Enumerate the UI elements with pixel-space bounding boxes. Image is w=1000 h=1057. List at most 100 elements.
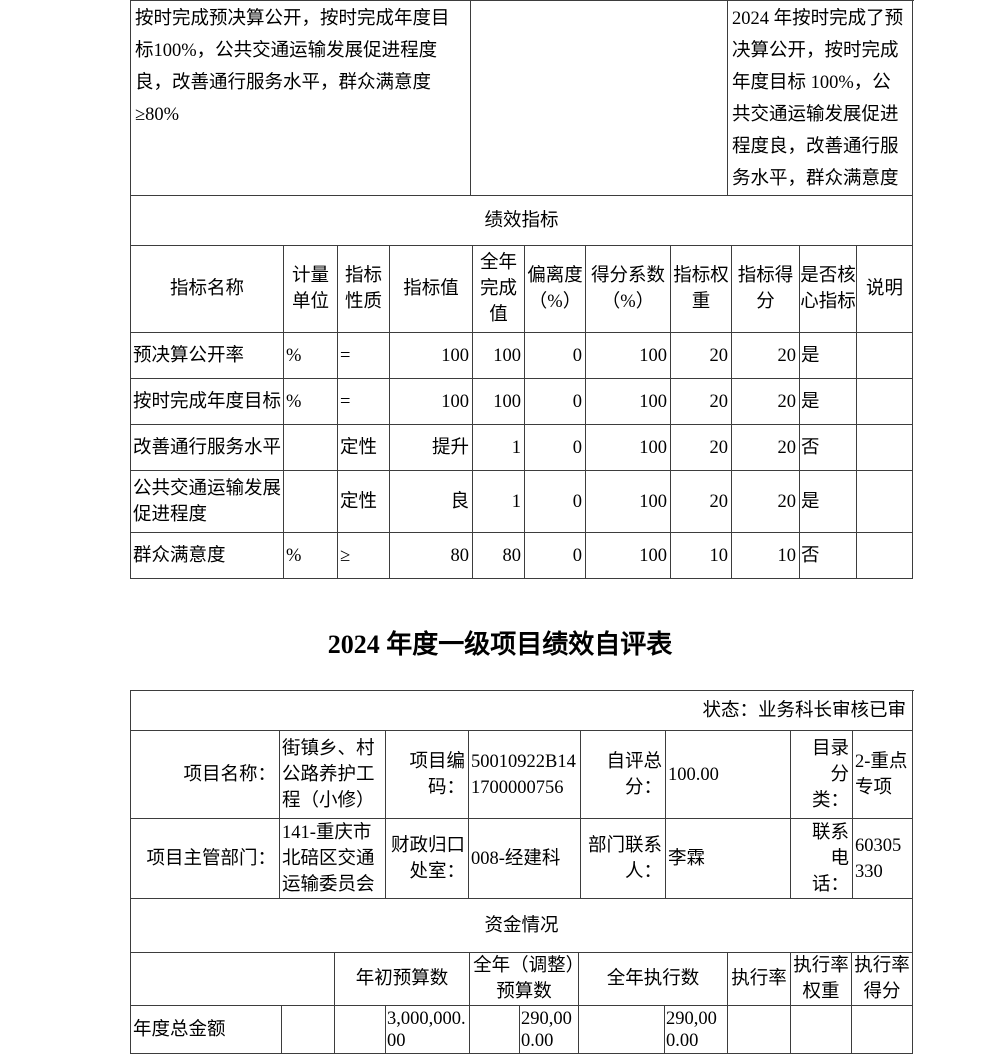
indicator-row: 按时完成年度目标 % = 100 100 0 100 20 20 是 xyxy=(131,379,914,425)
col-header-initial-budget: 年初预算数 xyxy=(335,953,470,1006)
indicator-done: 1 xyxy=(473,471,525,533)
col-header-adjusted-budget: 全年（调整）预算数 xyxy=(470,953,579,1006)
indicator-name: 公共交通运输发展促进程度 xyxy=(131,471,284,533)
catalog-label: 目录分类： xyxy=(791,731,853,819)
indicator-name: 改善通行服务水平 xyxy=(131,425,284,471)
indicator-nature: = xyxy=(338,333,390,379)
perf-section-header: 绩效指标 xyxy=(131,196,913,246)
indicator-weight: 20 xyxy=(671,471,732,533)
indicator-nature: ≥ xyxy=(338,533,390,579)
indicator-core: 是 xyxy=(800,379,857,425)
finance-office-value: 008-经建科 xyxy=(469,819,581,899)
indicator-score: 20 xyxy=(732,333,800,379)
indicator-note xyxy=(857,333,913,379)
self-evaluation-table: 状态：业务科长审核已审 项目名称： 街镇乡、村公路养护工程（小修） 项目编码： … xyxy=(130,690,914,1054)
indicator-score: 20 xyxy=(732,379,800,425)
col-header-indicator-name: 指标名称 xyxy=(131,246,284,333)
perf-header-row: 指标名称 计量单位 指标性质 指标值 全年完成值 偏离度（%） 得分系数（%） … xyxy=(131,246,914,333)
finance-office-label: 财政归口处室： xyxy=(386,819,469,899)
empty-cell xyxy=(852,1006,913,1054)
dept-label: 项目主管部门： xyxy=(131,819,280,899)
indicator-deviation: 0 xyxy=(525,471,586,533)
indicator-weight: 20 xyxy=(671,425,732,471)
indicator-weight: 20 xyxy=(671,333,732,379)
col-header-core: 是否核心指标 xyxy=(800,246,857,333)
contact-value: 李霖 xyxy=(666,819,791,899)
indicator-core: 是 xyxy=(800,333,857,379)
col-header-executed: 全年执行数 xyxy=(579,953,728,1006)
indicator-row: 预决算公开率 % = 100 100 0 100 20 20 是 xyxy=(131,333,914,379)
indicator-target: 提升 xyxy=(390,425,473,471)
col-header-execution-rate: 执行率 xyxy=(728,953,791,1006)
adjusted-budget-value: 290,000.00 xyxy=(520,1006,579,1054)
project-code-label: 项目编码： xyxy=(386,731,469,819)
executed-value: 290,000.00 xyxy=(665,1006,728,1054)
project-row-2: 项目主管部门： 141-重庆市北碚区交通运输委员会 财政归口处室： 008-经建… xyxy=(131,819,914,899)
indicator-note xyxy=(857,379,913,425)
contact-label: 部门联系人： xyxy=(581,819,666,899)
indicator-nature: = xyxy=(338,379,390,425)
col-header-score-coef: 得分系数（%） xyxy=(586,246,671,333)
empty-cell xyxy=(579,1006,665,1054)
initial-budget-value: 3,000,000.00 xyxy=(386,1006,470,1054)
annual-completion-text-cell: 2024 年按时完成了预决算公开，按时完成年度目标 100%，公共交通运输发展促… xyxy=(728,1,913,196)
indicator-unit xyxy=(284,471,338,533)
indicator-nature: 定性 xyxy=(338,425,390,471)
indicator-target: 80 xyxy=(390,533,473,579)
indicator-score-coef: 100 xyxy=(586,333,671,379)
indicator-weight: 10 xyxy=(671,533,732,579)
self-score-value: 100.00 xyxy=(666,731,791,819)
indicator-target: 100 xyxy=(390,379,473,425)
status-row: 状态：业务科长审核已审 xyxy=(131,691,914,731)
indicator-score-coef: 100 xyxy=(586,533,671,579)
indicator-done: 100 xyxy=(473,333,525,379)
indicator-note xyxy=(857,533,913,579)
project-name-label: 项目名称： xyxy=(131,731,280,819)
indicator-deviation: 0 xyxy=(525,379,586,425)
annual-target-text-cell: 按时完成预决算公开，按时完成年度目标100%，公共交通运输发展促进程度良，改善通… xyxy=(131,1,471,196)
indicator-name: 群众满意度 xyxy=(131,533,284,579)
funds-data-row: 年度总金额 3,000,000.00 290,000.00 290,000.00 xyxy=(131,1006,914,1054)
funds-row-label: 年度总金额 xyxy=(131,1006,282,1054)
funds-section-header: 资金情况 xyxy=(131,899,913,953)
indicator-done: 80 xyxy=(473,533,525,579)
dept-value: 141-重庆市北碚区交通运输委员会 xyxy=(280,819,386,899)
col-header-rate-score: 执行率得分 xyxy=(852,953,913,1006)
indicator-core: 否 xyxy=(800,533,857,579)
funds-header-row: 年初预算数 全年（调整）预算数 全年执行数 执行率 执行率权重 执行率得分 xyxy=(131,953,914,1006)
col-header-done: 全年完成值 xyxy=(473,246,525,333)
col-header-unit: 计量单位 xyxy=(284,246,338,333)
indicator-note xyxy=(857,471,913,533)
performance-table: 按时完成预决算公开，按时完成年度目标100%，公共交通运输发展促进程度良，改善通… xyxy=(130,0,914,579)
indicator-score: 10 xyxy=(732,533,800,579)
col-header-note: 说明 xyxy=(857,246,913,333)
carryover-row: 按时完成预决算公开，按时完成年度目标100%，公共交通运输发展促进程度良，改善通… xyxy=(131,1,914,196)
perf-section-row: 绩效指标 xyxy=(131,196,914,246)
indicator-note xyxy=(857,425,913,471)
empty-cell xyxy=(335,1006,386,1054)
empty-cell xyxy=(131,953,335,1006)
col-header-score: 指标得分 xyxy=(732,246,800,333)
indicator-target: 100 xyxy=(390,333,473,379)
col-header-weight: 指标权重 xyxy=(671,246,732,333)
status-text: 状态：业务科长审核已审 xyxy=(131,691,913,731)
empty-cell xyxy=(791,1006,852,1054)
col-header-nature: 指标性质 xyxy=(338,246,390,333)
col-header-rate-weight: 执行率权重 xyxy=(791,953,852,1006)
col-header-target: 指标值 xyxy=(390,246,473,333)
indicator-score: 20 xyxy=(732,471,800,533)
indicator-unit: % xyxy=(284,533,338,579)
empty-cell xyxy=(282,1006,335,1054)
phone-label: 联系电话： xyxy=(791,819,853,899)
indicator-score: 20 xyxy=(732,425,800,471)
indicator-unit: % xyxy=(284,379,338,425)
indicator-row: 改善通行服务水平 定性 提升 1 0 100 20 20 否 xyxy=(131,425,914,471)
indicator-done: 100 xyxy=(473,379,525,425)
col-header-deviation: 偏离度（%） xyxy=(525,246,586,333)
indicator-score-coef: 100 xyxy=(586,379,671,425)
indicator-done: 1 xyxy=(473,425,525,471)
project-row-1: 项目名称： 街镇乡、村公路养护工程（小修） 项目编码： 50010922B141… xyxy=(131,731,914,819)
indicator-nature: 定性 xyxy=(338,471,390,533)
indicator-name: 预决算公开率 xyxy=(131,333,284,379)
indicator-deviation: 0 xyxy=(525,533,586,579)
